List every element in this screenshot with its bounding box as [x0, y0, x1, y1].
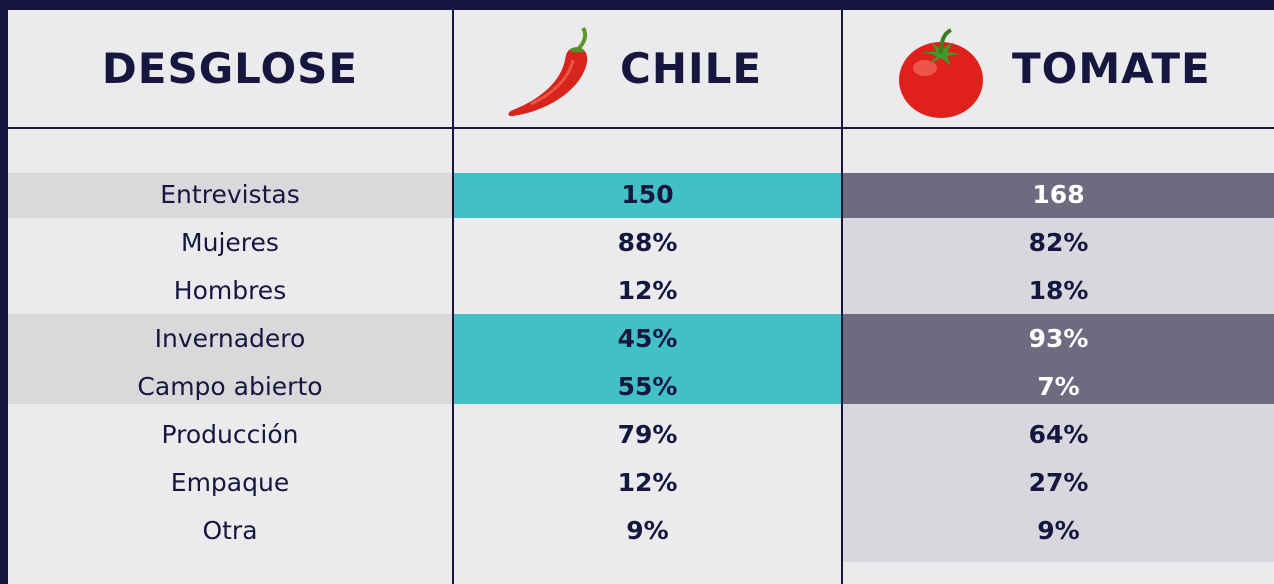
value-cell: 168: [1032, 179, 1085, 209]
value-cell: 64%: [1028, 419, 1089, 449]
value-cell: 27%: [1028, 467, 1089, 497]
value-cell: 150: [621, 179, 674, 209]
value-cell: 9%: [1037, 515, 1080, 545]
row-band: [843, 314, 1274, 362]
column-divider: [841, 10, 843, 584]
row-band: [843, 173, 1274, 218]
value-cell: 12%: [617, 467, 678, 497]
row-band: [454, 173, 841, 218]
value-cell: 45%: [617, 323, 678, 353]
chili-icon: [508, 26, 588, 117]
row-band: [843, 266, 1274, 314]
header-cell: TOMATE: [1012, 44, 1211, 93]
row-label: Hombres: [173, 275, 287, 305]
row-band: [843, 404, 1274, 452]
value-cell: 82%: [1028, 227, 1089, 257]
row-band: [454, 362, 841, 404]
table: DESGLOSE CHILE TOMATE Entrevistas 150 168 M…: [8, 10, 1274, 584]
row-band: [454, 314, 841, 362]
value-cell: 93%: [1028, 323, 1089, 353]
row-label: Campo abierto: [137, 371, 323, 401]
row-band: [843, 500, 1274, 562]
row-band: [843, 452, 1274, 500]
column-divider: [452, 10, 454, 584]
row-label: Otra: [202, 515, 258, 545]
row-label: Invernadero: [154, 323, 306, 353]
value-cell: 9%: [626, 515, 669, 545]
value-cell: 55%: [617, 371, 678, 401]
value-cell: 18%: [1028, 275, 1089, 305]
row-label: Mujeres: [181, 227, 279, 257]
header-divider: [8, 127, 1274, 129]
value-cell: 7%: [1037, 371, 1080, 401]
row-label: Producción: [161, 419, 299, 449]
header-cell: DESGLOSE: [101, 44, 359, 93]
value-cell: 79%: [617, 419, 678, 449]
value-cell: 12%: [617, 275, 678, 305]
row-label: Entrevistas: [160, 179, 300, 209]
header-cell: CHILE: [620, 44, 763, 93]
row-band: [8, 314, 452, 362]
value-cell: 88%: [617, 227, 678, 257]
row-band: [843, 362, 1274, 404]
tomato-icon: [899, 28, 983, 118]
row-band: [8, 173, 452, 218]
row-label: Empaque: [170, 467, 290, 497]
row-band: [8, 362, 452, 404]
row-band: [843, 218, 1274, 266]
